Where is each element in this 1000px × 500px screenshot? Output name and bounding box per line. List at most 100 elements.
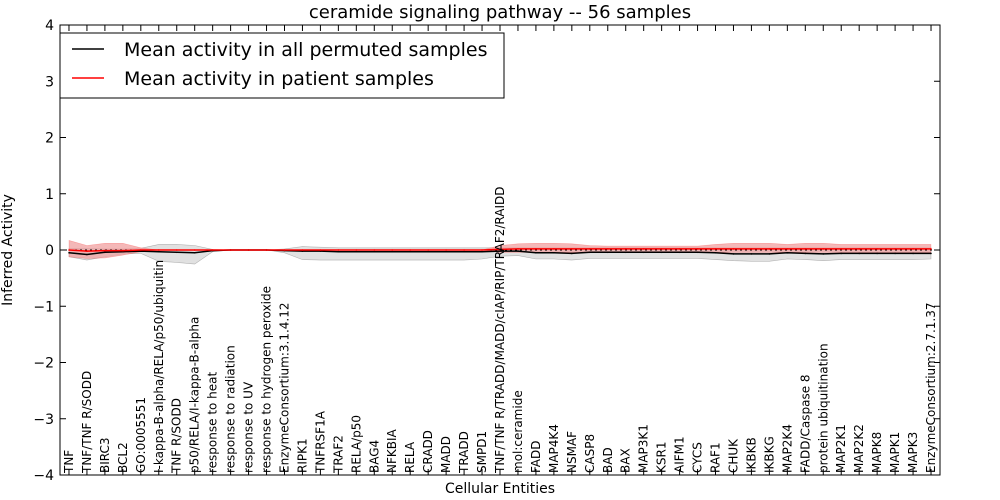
data-point xyxy=(445,249,447,251)
data-point xyxy=(678,251,681,254)
x-tick-label: BAD xyxy=(601,447,615,473)
data-point xyxy=(535,248,537,250)
x-tick-label: response to hydrogen peroxide xyxy=(260,286,274,473)
data-point xyxy=(624,251,627,254)
data-point xyxy=(786,252,789,254)
data-point xyxy=(714,252,717,254)
x-axis-title: Cellular Entities xyxy=(445,481,555,497)
x-tick-label: RIPK1 xyxy=(295,438,309,473)
x-tick-label: MAP2K1 xyxy=(834,424,848,473)
data-point xyxy=(876,252,878,255)
data-point xyxy=(86,253,88,256)
x-tick-label: TRAF2 xyxy=(331,435,345,474)
x-tick-label: EnzymeConsortium:2.7.1.37 xyxy=(924,302,938,473)
data-point xyxy=(660,248,663,250)
data-point xyxy=(409,250,412,253)
x-tick-label: BCL2 xyxy=(116,442,130,473)
data-point xyxy=(768,248,771,250)
x-tick-label: MAP2K2 xyxy=(852,424,866,473)
data-point xyxy=(301,249,304,251)
x-tick-label: I-kappa-B-alpha/RELA/p50/ubiquitin xyxy=(152,260,166,473)
data-point xyxy=(211,249,214,251)
x-tick-label: KSR1 xyxy=(655,442,669,473)
x-tick-label: MAPK8 xyxy=(870,432,884,473)
x-tick-label: MAP3K1 xyxy=(637,424,651,473)
data-point xyxy=(68,249,70,251)
data-point xyxy=(409,249,412,251)
data-point xyxy=(193,252,196,254)
data-point xyxy=(696,248,699,250)
data-point xyxy=(750,253,753,255)
x-tick-label: protein ubiquitination xyxy=(816,343,830,473)
data-point xyxy=(427,249,430,251)
x-tick-label: CRADD xyxy=(421,430,435,473)
data-point xyxy=(158,249,160,251)
x-tick-label: BIRC3 xyxy=(98,437,112,473)
data-point xyxy=(445,250,447,253)
x-tick-label: FADD/Caspase 8 xyxy=(798,374,812,473)
x-tick-label: TNF xyxy=(62,450,76,474)
series-lines xyxy=(68,248,932,256)
data-point xyxy=(858,248,860,250)
x-tick-label: response to heat xyxy=(206,371,220,473)
y-tick-label: 2 xyxy=(45,131,54,147)
x-tick-label: TNF/TNF R/SODD xyxy=(80,371,94,474)
data-point xyxy=(481,249,483,251)
x-tick-label: BAG4 xyxy=(367,440,381,473)
legend-box xyxy=(59,32,505,99)
x-tick-label: NFKBIA xyxy=(385,428,399,473)
data-point xyxy=(517,248,519,250)
data-point xyxy=(912,248,914,250)
x-axis: TNF TNF/TNF R/SODD BIRC3 BCL2 GO:0005551 I-ka… xyxy=(62,25,938,475)
y-tick-label: −3 xyxy=(33,412,54,428)
x-tick-label: BAX xyxy=(619,448,633,473)
data-point xyxy=(337,250,340,253)
data-point xyxy=(175,249,178,251)
y-axis: −4 −3 −2 −1 0 1 2 3 4 xyxy=(33,18,940,484)
x-tick-label: response to UV xyxy=(242,381,256,473)
data-point xyxy=(696,251,699,254)
data-point xyxy=(876,248,878,250)
data-point xyxy=(607,251,609,254)
x-tick-label: RELA/p50 xyxy=(349,415,363,473)
data-point xyxy=(589,248,591,250)
data-point xyxy=(732,253,735,255)
data-point xyxy=(786,248,789,250)
data-point xyxy=(571,248,573,250)
data-point xyxy=(822,253,825,255)
data-point xyxy=(589,251,591,254)
x-tick-label: MAPK3 xyxy=(906,432,920,473)
data-point xyxy=(930,252,932,255)
x-tick-label: TNF R/SODD xyxy=(170,398,184,474)
data-point xyxy=(517,250,519,252)
x-tick-label: SMPD1 xyxy=(475,431,489,473)
legend-label-patient: Mean activity in patient samples xyxy=(124,68,434,90)
x-tick-label: p50/RELA/I-kappa-B-alpha xyxy=(188,317,202,473)
chart-title: ceramide signaling pathway -- 56 samples xyxy=(309,2,691,23)
x-tick-label: MAP4K4 xyxy=(547,424,561,473)
data-point xyxy=(158,250,160,253)
data-point xyxy=(499,250,501,252)
data-point xyxy=(930,248,932,250)
data-point xyxy=(229,249,232,251)
x-tick-label: AIFM1 xyxy=(673,436,687,473)
x-tick-label: TNF/TNF R/TRADD/MADD/cIAP/RIP/TRAF2/RAID… xyxy=(493,187,507,475)
data-point xyxy=(553,252,555,254)
data-point xyxy=(804,248,807,250)
data-point xyxy=(660,251,663,254)
y-tick-label: −1 xyxy=(33,299,54,315)
data-point xyxy=(463,249,465,251)
x-tick-label: MADD xyxy=(439,436,453,473)
data-point xyxy=(175,251,178,254)
data-point xyxy=(894,248,896,250)
y-tick-label: 0 xyxy=(45,243,54,259)
data-point xyxy=(535,252,537,254)
x-tick-label: IKBKG xyxy=(762,436,776,473)
data-point xyxy=(373,249,376,251)
data-point xyxy=(804,252,807,255)
x-tick-label: MAPK1 xyxy=(888,432,902,473)
data-point xyxy=(355,250,358,253)
data-point xyxy=(678,248,681,250)
x-tick-label: IKBKB xyxy=(744,437,758,473)
x-tick-label: RELA xyxy=(403,441,417,473)
